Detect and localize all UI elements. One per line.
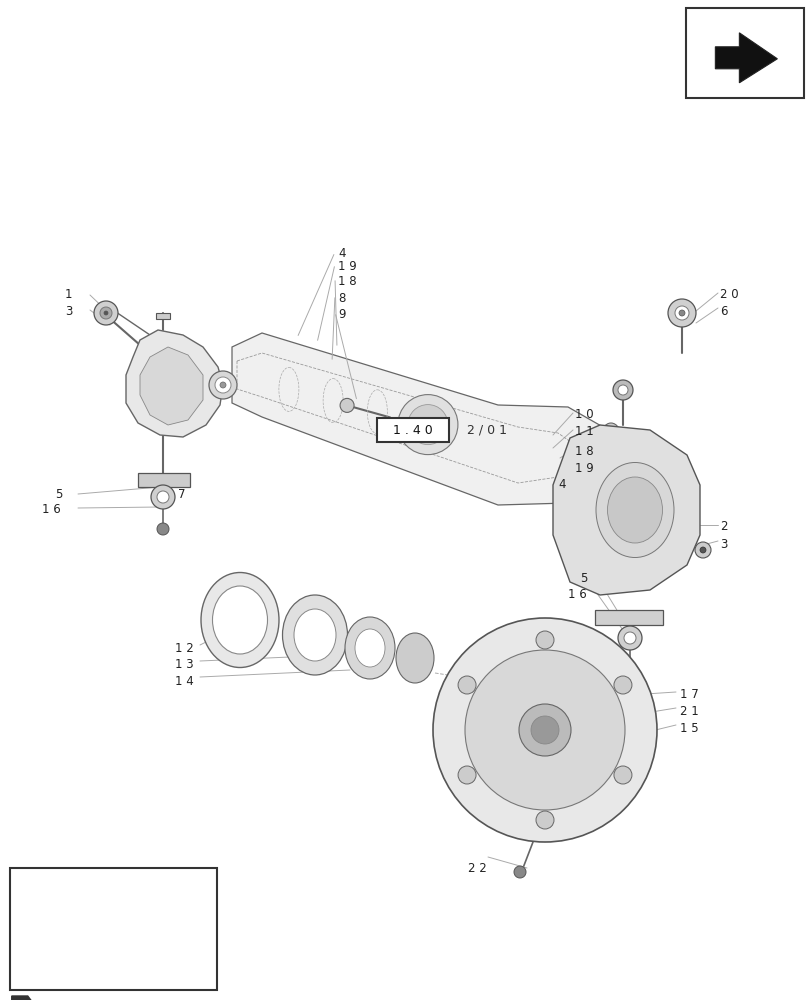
Text: 1 7: 1 7 xyxy=(679,688,698,701)
Circle shape xyxy=(157,491,169,503)
Ellipse shape xyxy=(345,617,394,679)
Circle shape xyxy=(667,299,695,327)
Circle shape xyxy=(613,676,631,694)
Ellipse shape xyxy=(604,430,616,450)
Circle shape xyxy=(678,310,684,316)
Text: 1 2: 1 2 xyxy=(175,642,194,655)
Bar xyxy=(93,909,133,945)
Circle shape xyxy=(613,766,631,784)
Circle shape xyxy=(513,866,526,878)
Circle shape xyxy=(612,380,633,400)
Circle shape xyxy=(694,542,710,558)
Polygon shape xyxy=(552,425,699,595)
Ellipse shape xyxy=(294,609,336,661)
Polygon shape xyxy=(232,333,617,505)
Polygon shape xyxy=(126,330,223,437)
Polygon shape xyxy=(139,347,203,425)
Text: 2 2: 2 2 xyxy=(467,862,486,875)
Circle shape xyxy=(94,301,118,325)
Circle shape xyxy=(100,307,112,319)
Circle shape xyxy=(617,385,627,395)
Text: 2 1: 2 1 xyxy=(679,705,698,718)
Ellipse shape xyxy=(616,428,633,456)
Text: 1 3: 1 3 xyxy=(175,658,193,671)
Polygon shape xyxy=(138,473,190,487)
Circle shape xyxy=(465,650,624,810)
Text: 2 / 0 1: 2 / 0 1 xyxy=(466,424,506,436)
Text: 1 6: 1 6 xyxy=(568,588,586,601)
Bar xyxy=(376,418,448,442)
Text: 1 9: 1 9 xyxy=(337,260,356,273)
Ellipse shape xyxy=(595,462,673,558)
Circle shape xyxy=(407,405,448,445)
Bar xyxy=(10,868,217,990)
Bar xyxy=(685,8,803,98)
Ellipse shape xyxy=(201,572,279,668)
Text: 5: 5 xyxy=(55,488,62,501)
Text: 1 8: 1 8 xyxy=(574,445,593,458)
Polygon shape xyxy=(161,897,207,957)
Circle shape xyxy=(397,395,457,455)
Circle shape xyxy=(535,631,553,649)
Circle shape xyxy=(432,618,656,842)
Text: 2 0: 2 0 xyxy=(719,288,738,301)
Circle shape xyxy=(151,485,175,509)
Text: 1 0: 1 0 xyxy=(574,408,593,421)
Text: 7: 7 xyxy=(178,488,185,501)
Text: 1 1: 1 1 xyxy=(574,425,593,438)
Text: 1 . 4 0: 1 . 4 0 xyxy=(393,424,432,436)
Circle shape xyxy=(617,626,642,650)
Text: 1 9: 1 9 xyxy=(574,462,593,475)
Text: 3: 3 xyxy=(719,538,727,551)
Circle shape xyxy=(530,716,558,744)
Polygon shape xyxy=(594,610,663,625)
Circle shape xyxy=(674,306,689,320)
Text: 9: 9 xyxy=(337,308,345,321)
Text: 4: 4 xyxy=(557,478,564,491)
Circle shape xyxy=(220,382,225,388)
Text: 2: 2 xyxy=(719,520,727,533)
Circle shape xyxy=(518,704,570,756)
Circle shape xyxy=(157,523,169,535)
Circle shape xyxy=(340,398,354,412)
Ellipse shape xyxy=(599,423,621,457)
Circle shape xyxy=(623,664,635,676)
Polygon shape xyxy=(714,33,776,83)
Ellipse shape xyxy=(282,595,347,675)
Text: 1 4: 1 4 xyxy=(175,675,194,688)
Text: 1 5: 1 5 xyxy=(679,722,697,735)
Ellipse shape xyxy=(396,633,433,683)
Text: 1: 1 xyxy=(65,288,72,301)
Circle shape xyxy=(457,676,475,694)
Circle shape xyxy=(699,547,705,553)
Circle shape xyxy=(457,766,475,784)
Text: 4: 4 xyxy=(337,247,345,260)
Polygon shape xyxy=(11,996,34,1000)
Text: 1 6: 1 6 xyxy=(42,503,61,516)
Ellipse shape xyxy=(607,477,662,543)
Ellipse shape xyxy=(354,629,384,667)
Circle shape xyxy=(623,632,635,644)
Circle shape xyxy=(215,377,230,393)
Bar xyxy=(156,313,169,319)
Circle shape xyxy=(535,811,553,829)
Circle shape xyxy=(208,371,237,399)
Circle shape xyxy=(104,311,108,315)
Text: 8: 8 xyxy=(337,292,345,305)
Text: 1 8: 1 8 xyxy=(337,275,356,288)
Text: 3: 3 xyxy=(65,305,72,318)
Text: 5: 5 xyxy=(579,572,586,585)
Text: 6: 6 xyxy=(719,305,727,318)
Ellipse shape xyxy=(212,586,267,654)
